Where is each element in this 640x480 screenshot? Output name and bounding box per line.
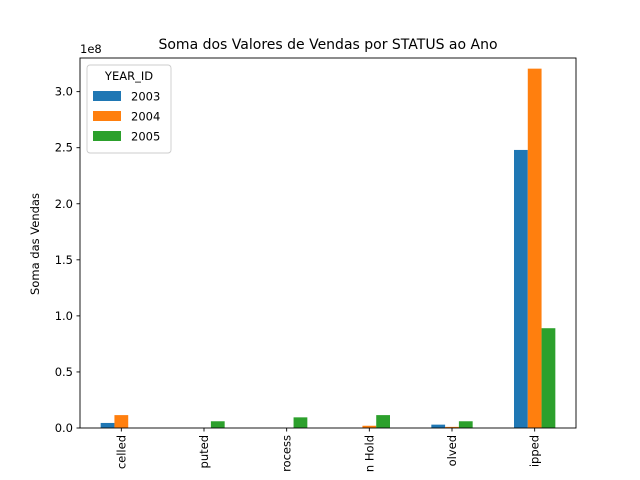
legend-label-2004: 2004 — [131, 110, 160, 124]
y-tick-label: 3.0 — [55, 85, 73, 99]
y-tick-label: 0.5 — [55, 365, 73, 379]
bar-2005-resolved — [458, 421, 473, 428]
x-tick-label: n Hold — [362, 435, 376, 472]
bar-2004-on-hold — [362, 425, 377, 428]
y-offset-label: 1e8 — [80, 42, 102, 56]
y-tick-label: 0.0 — [55, 421, 73, 435]
bar-2004-shipped — [527, 68, 542, 429]
legend-swatch-2005 — [93, 131, 121, 141]
bars-group — [100, 68, 556, 429]
legend-swatch-2003 — [93, 91, 121, 101]
y-tick-label: 2.0 — [55, 197, 73, 211]
bar-2003-shipped — [514, 149, 528, 428]
x-tick-label: rocess — [280, 435, 294, 472]
legend-label-2005: 2005 — [131, 130, 160, 144]
legend-label-2003: 2003 — [131, 90, 160, 104]
x-tick-label: celled — [114, 435, 128, 469]
bar-2003-resolved — [431, 424, 446, 428]
x-tick-label: puted — [197, 435, 211, 468]
bar-2004-resolved — [445, 426, 459, 428]
y-axis-ticks: 0.0 0.5 1.0 1.5 2.0 2.5 3.0 — [55, 85, 80, 435]
bar-2003-cancelled — [100, 422, 115, 428]
bar-2005-shipped — [541, 328, 556, 428]
x-axis-ticks: celled puted rocess n Hold olved ipped — [114, 428, 542, 472]
legend-swatch-2004 — [93, 111, 121, 121]
y-axis-label: Soma das Vendas — [28, 193, 42, 295]
y-tick-label: 2.5 — [55, 141, 73, 155]
bar-2005-on-hold — [376, 415, 390, 428]
legend: YEAR_ID 2003 2004 2005 — [86, 64, 172, 154]
x-tick-label: olved — [445, 435, 459, 466]
bar-2004-cancelled — [114, 415, 129, 428]
x-tick-label: ipped — [528, 435, 542, 467]
y-tick-label: 1.0 — [55, 309, 73, 323]
y-tick-label: 1.5 — [55, 253, 73, 267]
legend-title: YEAR_ID — [104, 69, 153, 83]
bar-2005-disputed — [210, 421, 225, 428]
plot-frame — [79, 57, 577, 429]
chart-title: Soma dos Valores de Vendas por STATUS ao… — [158, 37, 497, 53]
bar-2005-in-process — [293, 417, 308, 428]
